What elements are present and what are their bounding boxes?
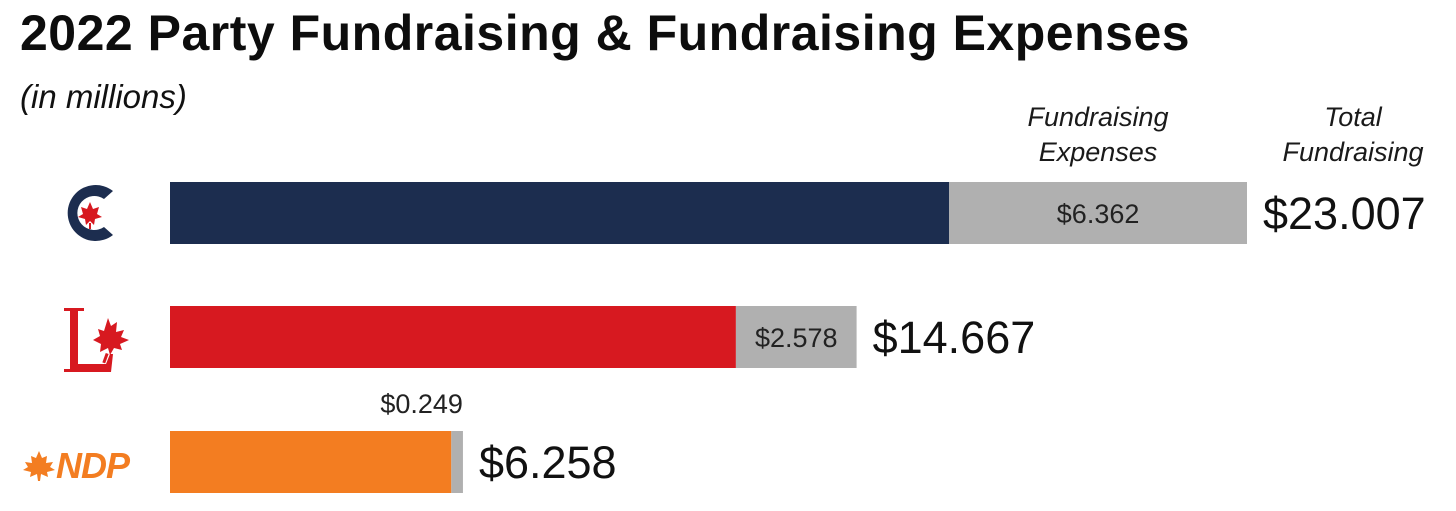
ndp-expenses-bar: [451, 431, 463, 493]
liberal-total-label: $14.667: [873, 312, 1036, 363]
conservative-net-bar: [170, 182, 950, 244]
total-header-line-2: Fundraising: [1282, 137, 1424, 167]
ndp-logo-text: NDP: [56, 445, 130, 486]
ndp-expenses-label: $0.249: [380, 389, 463, 419]
ndp-logo: NDP: [22, 445, 162, 486]
conservative-logo-icon: [67, 185, 113, 241]
chart-title: 2022 Party Fundraising & Fundraising Exp…: [20, 5, 1191, 61]
expenses-header-line-2: Expenses: [1038, 137, 1158, 167]
liberal-net-bar: [170, 306, 736, 368]
ndp-total-label: $6.258: [479, 437, 617, 488]
chart-subtitle: (in millions): [20, 78, 187, 115]
expenses-header-line-1: Fundraising: [1027, 102, 1169, 132]
liberal-expenses-bar: [735, 306, 857, 368]
conservative-total-label: $23.007: [1263, 188, 1426, 239]
conservative-expenses-bar: [949, 182, 1247, 244]
total-column-header: Total Fundraising: [1258, 100, 1448, 170]
liberal-logo-icon: [64, 308, 129, 372]
total-header-line-1: Total: [1324, 102, 1382, 132]
maple-leaf-icon: [23, 451, 55, 481]
conservative-expenses-label: $6.362: [1057, 199, 1140, 229]
expenses-column-header: Fundraising Expenses: [1000, 100, 1196, 170]
liberal-expenses-label: $2.578: [755, 323, 838, 353]
ndp-net-bar: [170, 431, 452, 493]
